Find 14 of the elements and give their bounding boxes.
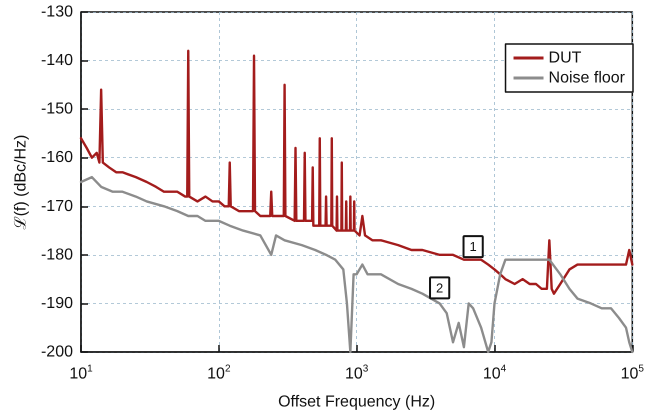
annotation: 1 (470, 239, 477, 254)
y-tick-label: -130 (40, 4, 74, 20)
y-tick-label: -180 (40, 246, 74, 264)
y-tick-label: -200 (40, 344, 74, 360)
legend-label: Noise floor (548, 70, 626, 86)
y-tick-label: -160 (40, 149, 74, 166)
y-tick-label: -140 (40, 52, 74, 70)
x-axis-title: Offset Frequency (Hz) (278, 394, 436, 410)
y-tick-label: -170 (40, 198, 74, 215)
y-tick-label: -190 (40, 294, 74, 312)
annotation: 2 (436, 280, 444, 296)
y-axis-title: ℒ(f) (dBc/Hz) (12, 134, 30, 230)
y-tick-label: -150 (40, 100, 74, 118)
legend-label: DUT (548, 50, 582, 66)
